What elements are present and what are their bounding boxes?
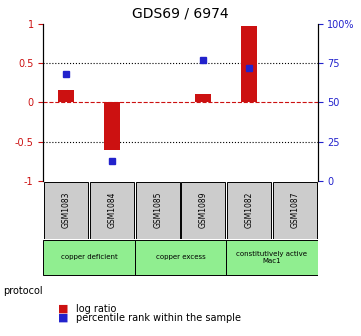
Title: GDS69 / 6974: GDS69 / 6974 — [132, 7, 229, 21]
FancyBboxPatch shape — [43, 240, 135, 275]
FancyBboxPatch shape — [90, 182, 134, 239]
Bar — [241, 26, 257, 102]
Text: copper excess: copper excess — [156, 254, 205, 260]
FancyBboxPatch shape — [136, 182, 179, 239]
Text: log ratio: log ratio — [76, 304, 116, 314]
FancyBboxPatch shape — [226, 240, 318, 275]
Text: constitutively active
Mac1: constitutively active Mac1 — [236, 251, 308, 264]
Text: protocol: protocol — [4, 286, 43, 296]
Text: copper deficient: copper deficient — [61, 254, 117, 260]
FancyBboxPatch shape — [273, 182, 317, 239]
FancyBboxPatch shape — [227, 182, 271, 239]
FancyBboxPatch shape — [182, 182, 225, 239]
FancyBboxPatch shape — [44, 182, 88, 239]
Text: GSM1083: GSM1083 — [62, 192, 71, 228]
Text: GSM1089: GSM1089 — [199, 192, 208, 228]
Bar — [104, 102, 120, 150]
Text: GSM1087: GSM1087 — [290, 192, 299, 228]
Bar — [58, 90, 74, 102]
Text: ■: ■ — [58, 304, 68, 314]
Text: percentile rank within the sample: percentile rank within the sample — [76, 312, 241, 323]
Text: ■: ■ — [58, 312, 68, 323]
Text: GSM1085: GSM1085 — [153, 192, 162, 228]
Bar — [195, 94, 212, 102]
Text: GSM1084: GSM1084 — [108, 192, 116, 228]
Text: GSM1082: GSM1082 — [245, 192, 253, 228]
FancyBboxPatch shape — [135, 240, 226, 275]
